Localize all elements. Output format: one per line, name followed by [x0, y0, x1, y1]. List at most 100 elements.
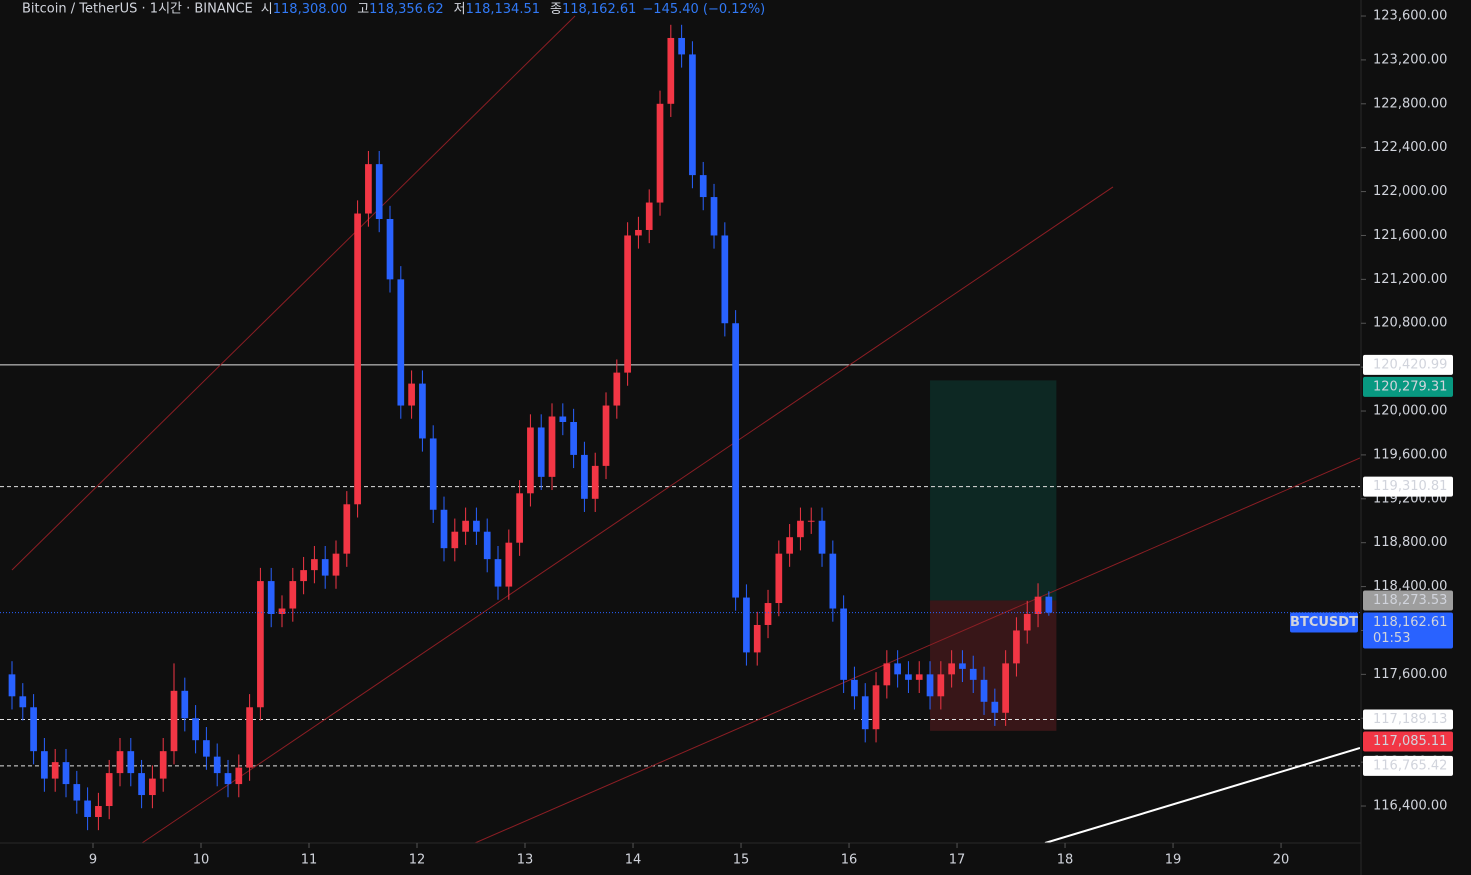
price-tag-label: 117,085.11 [1373, 734, 1447, 749]
legend-value: 118,356.62 [369, 2, 443, 17]
candle-body [948, 663, 955, 675]
candle-body [278, 608, 286, 615]
candle-body [505, 542, 513, 587]
candle-body [829, 553, 837, 609]
price-tag [1363, 590, 1453, 611]
candle-body [559, 416, 567, 422]
candle-body [840, 608, 847, 680]
trend-line [11, 15, 576, 571]
candle-body [581, 454, 588, 499]
candle-body [149, 778, 156, 796]
candle-body [721, 235, 729, 324]
legend-value: 118,162.61 [562, 2, 636, 17]
candle-body [537, 427, 545, 477]
y-tick-label: 118,800.00 [1373, 535, 1447, 550]
x-tick-label: 16 [841, 853, 858, 868]
legend-value: 118,308.00 [273, 2, 347, 17]
y-tick-label: 117,600.00 [1373, 667, 1447, 682]
candle-body [203, 740, 210, 757]
candle-body [732, 323, 739, 598]
candle-body [300, 570, 307, 582]
candle-body [181, 690, 189, 719]
x-tick-label: 14 [625, 853, 642, 868]
candle-body [570, 421, 577, 455]
candle-body [1002, 663, 1009, 713]
candle-body [170, 690, 178, 752]
y-tick-label: 123,200.00 [1373, 52, 1447, 67]
candle-body [753, 624, 761, 653]
candle-body [624, 235, 631, 373]
candle-body [30, 707, 37, 752]
countdown: 01:53 [1373, 631, 1410, 646]
candle-body [386, 219, 394, 280]
y-tick-label: 122,800.00 [1373, 96, 1447, 111]
candle-body [656, 103, 664, 203]
candle-body [710, 197, 718, 236]
candle-body [699, 175, 707, 198]
y-tick-label: 116,400.00 [1373, 799, 1447, 814]
candle-body [343, 504, 351, 554]
candle-body [602, 405, 610, 466]
x-tick-label: 15 [733, 853, 750, 868]
candle-body [84, 800, 91, 817]
y-tick-label: 119,600.00 [1373, 447, 1447, 462]
candle-body [743, 597, 750, 653]
legend-key: 고 [357, 2, 369, 17]
trend-line [1044, 747, 1360, 843]
candle-body [969, 668, 977, 680]
y-tick-label: 121,200.00 [1373, 272, 1447, 287]
candle-body [440, 509, 448, 549]
candle-body [678, 37, 685, 55]
candle-body [365, 164, 372, 214]
candle-body [635, 229, 642, 236]
candle-body [41, 751, 48, 779]
candle-body [926, 674, 934, 697]
candle-body [224, 773, 232, 785]
candle-body [905, 674, 912, 680]
symbol-title: Bitcoin / TetherUS · 1시간 · BINANCE 시118,3… [22, 2, 765, 17]
candle-body [764, 603, 772, 625]
y-tick-label: 120,800.00 [1373, 316, 1447, 331]
candle-body [429, 438, 437, 510]
candle-body [797, 520, 804, 538]
candle-body [8, 674, 16, 697]
candle-body [667, 37, 675, 104]
price-tags: 120,420.99 120,279.31 119,310.81 118,273.53… [1290, 354, 1453, 776]
candle-body [159, 751, 167, 779]
y-tick-label: 120,000.00 [1373, 404, 1447, 419]
candle-body [289, 581, 297, 609]
price-tag [1363, 376, 1453, 397]
candle-body [332, 553, 340, 576]
candle-body [959, 663, 966, 669]
candle-body [105, 773, 113, 807]
symbol-tag [1290, 612, 1358, 633]
price-tag-label: 116,765.42 [1373, 758, 1447, 773]
legend-value: 118,134.51 [466, 2, 540, 17]
x-tick-label: 11 [301, 853, 318, 868]
x-tick-label: 12 [409, 853, 426, 868]
candle-body [116, 751, 124, 774]
candle-body [786, 537, 793, 554]
candle-body [95, 806, 102, 817]
position-profit [930, 380, 1057, 601]
price-tag-label: 119,310.81 [1373, 479, 1447, 494]
candle-body [375, 164, 383, 220]
candle-body [494, 559, 502, 587]
price-tag-label: 118,273.53 [1373, 593, 1447, 608]
y-tick-label: 121,600.00 [1373, 228, 1447, 243]
candle-body [1034, 596, 1042, 615]
candle-body [213, 756, 221, 774]
candle-body [613, 372, 621, 406]
y-tick-label: 122,000.00 [1373, 184, 1447, 199]
candle-body [1045, 596, 1053, 613]
candle-body [1023, 614, 1031, 631]
candle-body [516, 493, 523, 543]
trend-line [474, 457, 1360, 843]
candle-body [645, 202, 653, 230]
candle-body [138, 773, 145, 796]
candle-body [127, 751, 135, 774]
x-tick-label: 9 [89, 853, 97, 868]
price-tag-label: 120,420.99 [1373, 357, 1447, 372]
candle-body [915, 674, 923, 680]
candle-body [980, 679, 988, 702]
